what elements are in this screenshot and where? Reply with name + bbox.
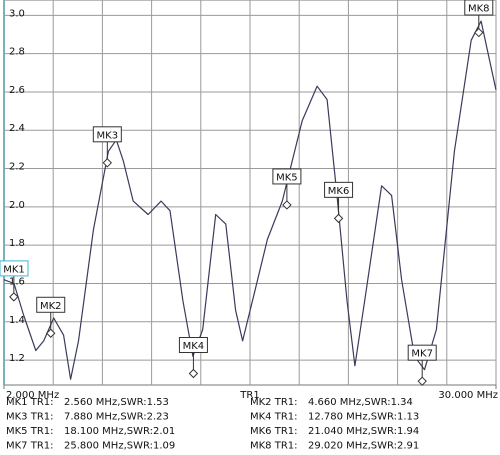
readout-value: 12.780 MHz,SWR:1.13 xyxy=(308,412,419,423)
marker-point xyxy=(46,328,56,338)
marker-point xyxy=(9,292,19,302)
x-tick-label: 2.000 MHz xyxy=(6,390,59,401)
marker-point xyxy=(188,368,199,379)
trace-label: TR1 xyxy=(239,390,259,401)
readout-marker: MK3 TR1: xyxy=(6,412,54,423)
readout-value: 4.660 MHz,SWR:1.34 xyxy=(308,397,413,408)
marker-label: MK5 xyxy=(276,172,298,183)
y-tick-label: 2.4 xyxy=(9,123,25,134)
marker-label: MK7 xyxy=(411,349,433,360)
y-tick-label: 1.8 xyxy=(9,238,25,249)
readout-marker: MK5 TR1: xyxy=(6,426,54,437)
marker-box xyxy=(272,168,302,185)
y-tick-label: 1.2 xyxy=(9,353,25,364)
marker-label: MK8 xyxy=(468,4,490,15)
marker-box xyxy=(36,296,66,313)
marker-point xyxy=(333,213,344,224)
marker-box xyxy=(92,126,122,143)
readout-marker: MK4 TR1: xyxy=(250,412,298,423)
y-tick-label: 1.6 xyxy=(9,276,25,287)
y-tick-label: 2.0 xyxy=(9,200,25,211)
marker-point xyxy=(282,200,292,210)
readout-marker: MK8 TR1: xyxy=(250,441,298,452)
marker-point xyxy=(102,158,113,168)
y-tick-label: 2.2 xyxy=(9,162,25,173)
marker-point xyxy=(417,376,427,386)
trace-line xyxy=(3,20,497,380)
marker-box xyxy=(324,181,354,198)
marker-label: MK6 xyxy=(328,186,350,197)
y-tick-label: 2.6 xyxy=(9,85,25,96)
readout-value: 18.100 MHz,SWR:2.01 xyxy=(64,426,175,437)
readout-value: 29.020 MHz,SWR:2.91 xyxy=(308,441,419,452)
marker-label: MK2 xyxy=(40,301,62,312)
marker-box xyxy=(178,337,208,354)
marker-label: MK1 xyxy=(3,264,25,275)
readout-value: 21.040 MHz,SWR:1.94 xyxy=(308,426,419,437)
y-tick-label: 1.4 xyxy=(9,315,25,326)
marker-box xyxy=(464,0,494,16)
readout-marker: MK1 TR1: xyxy=(6,397,54,408)
marker-label: MK3 xyxy=(97,130,119,141)
readout-value: 25.800 MHz,SWR:1.09 xyxy=(64,441,175,452)
y-tick-label: 3.0 xyxy=(9,8,25,19)
readout-marker: MK2 TR1: xyxy=(250,397,298,408)
readout-marker: MK7 TR1: xyxy=(6,441,54,452)
readout-value: 7.880 MHz,SWR:2.23 xyxy=(64,412,169,423)
readout-value: 2.560 MHz,SWR:1.53 xyxy=(64,397,169,408)
marker-point xyxy=(474,27,484,38)
marker-box xyxy=(407,344,437,361)
y-tick-label: 2.8 xyxy=(9,47,25,58)
marker-label: MK4 xyxy=(183,341,205,352)
marker-box xyxy=(0,260,29,277)
readout-marker: MK6 TR1: xyxy=(250,426,298,437)
x-tick-label: 30.000 MHz xyxy=(438,390,498,401)
